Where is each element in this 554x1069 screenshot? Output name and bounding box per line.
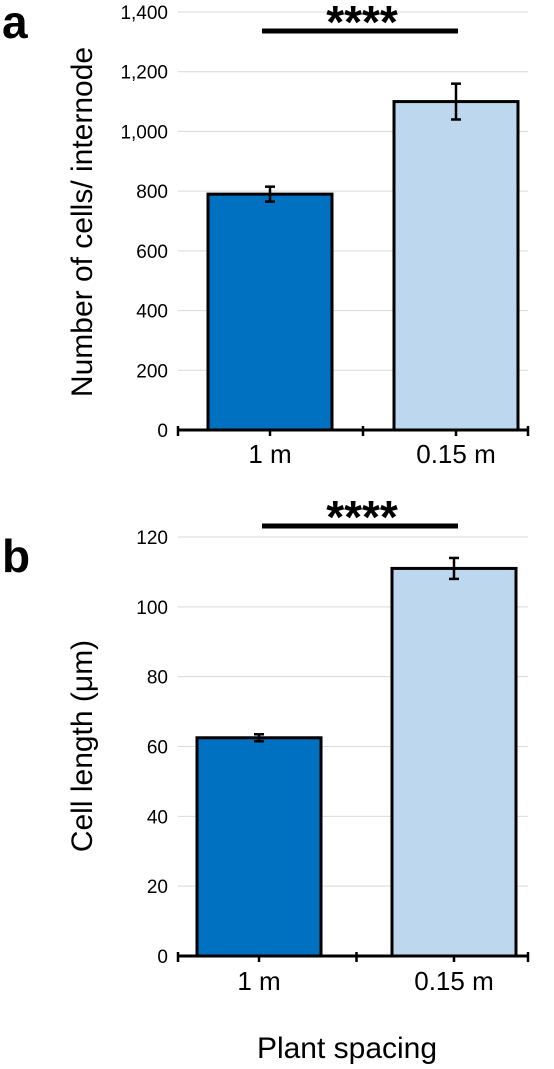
y-tick-label: 20 (147, 877, 168, 898)
y-tick-label: 120 (136, 528, 168, 549)
y-tick-label: 1,000 (120, 122, 168, 143)
panel-b-bars (195, 566, 518, 958)
panel-b-y-ticks: 0 20 40 60 80 100 120 (136, 528, 168, 968)
y-tick-label: 1,400 (120, 3, 168, 24)
y-tick-label: 0 (157, 421, 168, 442)
y-tick-label: 100 (136, 598, 168, 619)
panel-b-category-015m: 0.15 m (414, 966, 494, 996)
panel-a-label: a (2, 0, 28, 48)
panel-a: a 0 200 400 600 800 1,000 1,200 1,400 1 m 0.15 … (2, 0, 530, 469)
y-tick-label: 80 (147, 668, 168, 689)
panel-a-category-labels: 1 m 0.15 m (248, 439, 495, 469)
bar (392, 100, 520, 432)
panel-b-category-1m: 1 m (237, 966, 280, 996)
panel-b-error-bars (254, 556, 459, 743)
y-tick-label: 60 (147, 738, 168, 759)
panel-a-significance-stars: **** (326, 0, 398, 48)
error-bar (449, 556, 459, 581)
x-axis-label: Plant spacing (257, 1032, 437, 1065)
panel-b-x-axis (176, 952, 530, 962)
panel-a-y-axis-label: Number of cells/ internode (66, 47, 99, 397)
panel-a-category-1m: 1 m (248, 439, 291, 469)
panel-a-category-015m: 0.15 m (416, 439, 496, 469)
y-tick-label: 800 (136, 182, 168, 203)
bar (195, 736, 323, 958)
y-tick-label: 40 (147, 807, 168, 828)
bar (390, 566, 518, 958)
y-tick-label: 0 (157, 947, 168, 968)
bar (206, 192, 334, 432)
panel-b-category-labels: 1 m 0.15 m (237, 966, 493, 996)
error-bar (451, 82, 461, 121)
y-tick-label: 1,200 (120, 63, 168, 84)
error-bar (265, 185, 275, 203)
panel-a-error-bars (265, 82, 461, 203)
panel-b-significance-stars: **** (326, 491, 398, 543)
panel-b-label: b (2, 530, 30, 582)
error-bar (254, 733, 264, 743)
y-tick-label: 600 (136, 242, 168, 263)
panel-a-bars (206, 100, 520, 432)
panel-b: b 0 20 40 60 80 100 120 1 m 0.15 m Cell length… (2, 491, 530, 996)
y-tick-label: 400 (136, 302, 168, 323)
panel-a-x-axis (176, 426, 530, 436)
panel-a-y-ticks: 0 200 400 600 800 1,000 1,200 1,400 (120, 3, 168, 442)
y-tick-label: 200 (136, 361, 168, 382)
panel-b-y-axis-label: Cell length (μm) (66, 640, 99, 852)
